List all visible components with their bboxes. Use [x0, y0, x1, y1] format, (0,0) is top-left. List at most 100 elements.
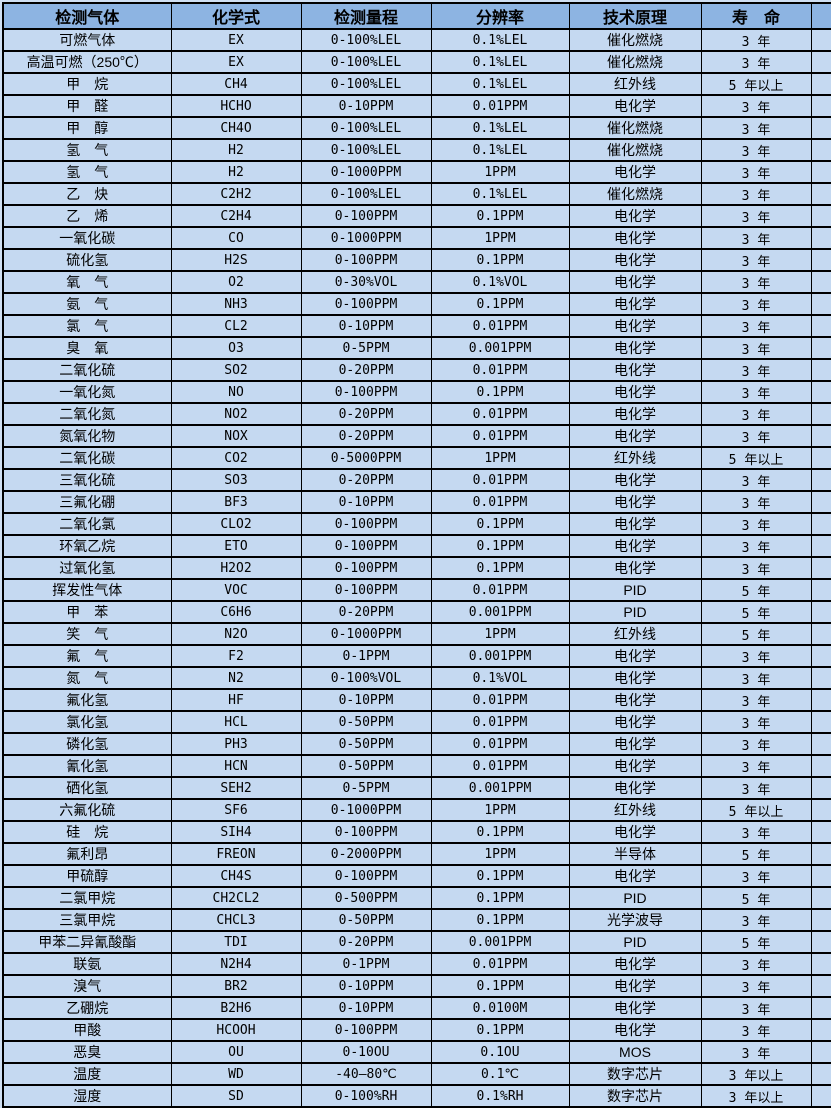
cell-empty-sliver [810, 864, 831, 888]
cell-range: 0-100PPM [300, 248, 432, 272]
cell-resolution: 0.01PPM [430, 710, 570, 734]
cell-range: 0-50PPM [300, 710, 432, 734]
cell-formula: SO2 [170, 358, 302, 382]
cell-lifespan: 3 年 [700, 358, 812, 382]
cell-empty-sliver [810, 468, 831, 492]
cell-range: 0-1000PPM [300, 160, 432, 184]
cell-empty-sliver [810, 512, 831, 536]
cell-principle: 半导体 [568, 842, 702, 866]
table-row: 磷化氢 PH3 0-50PPM 0.01PPM 电化学 3 年 [2, 732, 831, 756]
cell-empty-sliver [810, 974, 831, 998]
cell-gas: 乙 烯 [2, 204, 172, 228]
cell-principle: 电化学 [568, 534, 702, 558]
cell-formula: HCL [170, 710, 302, 734]
cell-formula: HCHO [170, 94, 302, 118]
cell-empty-sliver [810, 732, 831, 756]
cell-principle: 数字芯片 [568, 1062, 702, 1086]
cell-empty-sliver [810, 754, 831, 778]
cell-empty-sliver [810, 248, 831, 272]
cell-resolution: 0.1%VOL [430, 666, 570, 690]
cell-lifespan: 3 年 [700, 512, 812, 536]
cell-gas: 一氧化碳 [2, 226, 172, 250]
cell-principle: 催化燃烧 [568, 116, 702, 140]
cell-range: 0-100%LEL [300, 72, 432, 96]
table-row: 二氧化硫 SO2 0-20PPM 0.01PPM 电化学 3 年 [2, 358, 831, 382]
cell-gas: 氯化氢 [2, 710, 172, 734]
cell-lifespan: 3 年 [700, 908, 812, 932]
table-row: 臭 氧 O3 0-5PPM 0.001PPM 电化学 3 年 [2, 336, 831, 360]
table-row: 氢 气 H2 0-1000PPM 1PPM 电化学 3 年 [2, 160, 831, 184]
cell-resolution: 0.0100M [430, 996, 570, 1020]
cell-principle: 电化学 [568, 776, 702, 800]
cell-gas: 臭 氧 [2, 336, 172, 360]
cell-empty-sliver [810, 842, 831, 866]
cell-empty-sliver [810, 314, 831, 338]
cell-formula: CH4O [170, 116, 302, 140]
cell-empty-sliver [810, 94, 831, 118]
cell-lifespan: 3 年 [700, 138, 812, 162]
cell-gas: 温度 [2, 1062, 172, 1086]
cell-formula: HCOOH [170, 1018, 302, 1042]
cell-formula: CH2CL2 [170, 886, 302, 910]
cell-gas: 硫化氢 [2, 248, 172, 272]
cell-empty-sliver [810, 116, 831, 140]
cell-range: 0-20PPM [300, 600, 432, 624]
cell-formula: CH4S [170, 864, 302, 888]
cell-empty-sliver [810, 292, 831, 316]
cell-gas: 氧 气 [2, 270, 172, 294]
cell-gas: 氮 气 [2, 666, 172, 690]
cell-resolution: 0.1PPM [430, 204, 570, 228]
cell-principle: 催化燃烧 [568, 50, 702, 74]
table-row: 三氯甲烷 CHCL3 0-50PPM 0.1PPM 光学波导 3 年 [2, 908, 831, 932]
cell-lifespan: 5 年以上 [700, 446, 812, 470]
cell-gas: 二氧化硫 [2, 358, 172, 382]
cell-formula: SD [170, 1084, 302, 1108]
cell-principle: 电化学 [568, 820, 702, 844]
cell-resolution: 0.1PPM [430, 380, 570, 404]
cell-empty-sliver [810, 886, 831, 910]
cell-empty-sliver [810, 930, 831, 954]
cell-lifespan: 5 年 [700, 842, 812, 866]
cell-principle: 电化学 [568, 204, 702, 228]
cell-principle: 红外线 [568, 72, 702, 96]
cell-resolution: 1PPM [430, 622, 570, 646]
cell-formula: SIH4 [170, 820, 302, 844]
cell-formula: C2H2 [170, 182, 302, 206]
cell-range: 0-100%VOL [300, 666, 432, 690]
cell-principle: 电化学 [568, 402, 702, 426]
table-row: 三氟化硼 BF3 0-10PPM 0.01PPM 电化学 3 年 [2, 490, 831, 514]
cell-resolution: 0.001PPM [430, 336, 570, 360]
cell-principle: 电化学 [568, 688, 702, 712]
cell-principle: 红外线 [568, 622, 702, 646]
column-header-formula: 化学式 [170, 2, 302, 30]
cell-lifespan: 3 年以上 [700, 1084, 812, 1108]
cell-formula: H2 [170, 138, 302, 162]
cell-empty-sliver [810, 50, 831, 74]
cell-gas: 溴气 [2, 974, 172, 998]
cell-formula: CL2 [170, 314, 302, 338]
cell-resolution: 0.1PPM [430, 886, 570, 910]
cell-resolution: 0.1PPM [430, 864, 570, 888]
cell-resolution: 1PPM [430, 226, 570, 250]
table-row: 高温可燃（250℃） EX 0-100%LEL 0.1%LEL 催化燃烧 3 年 [2, 50, 831, 74]
cell-empty-sliver [810, 820, 831, 844]
table-row: 环氧乙烷 ETO 0-100PPM 0.1PPM 电化学 3 年 [2, 534, 831, 558]
cell-gas: 过氧化氢 [2, 556, 172, 580]
cell-resolution: 0.01PPM [430, 402, 570, 426]
table-row: 温度 WD -40—80℃ 0.1℃ 数字芯片 3 年以上 [2, 1062, 831, 1086]
cell-resolution: 0.1%LEL [430, 138, 570, 162]
table-row: 氧 气 O2 0-30%VOL 0.1%VOL 电化学 3 年 [2, 270, 831, 294]
table-row: 氰化氢 HCN 0-50PPM 0.01PPM 电化学 3 年 [2, 754, 831, 778]
cell-empty-sliver [810, 996, 831, 1020]
cell-gas: 乙 炔 [2, 182, 172, 206]
cell-resolution: 0.01PPM [430, 732, 570, 756]
cell-formula: O3 [170, 336, 302, 360]
cell-range: 0-100PPM [300, 534, 432, 558]
cell-resolution: 0.01PPM [430, 468, 570, 492]
cell-principle: 电化学 [568, 468, 702, 492]
cell-gas: 甲硫醇 [2, 864, 172, 888]
cell-empty-sliver [810, 358, 831, 382]
table-row: 甲苯二异氰酸酯 TDI 0-20PPM 0.001PPM PID 5 年 [2, 930, 831, 954]
cell-empty-sliver [810, 490, 831, 514]
